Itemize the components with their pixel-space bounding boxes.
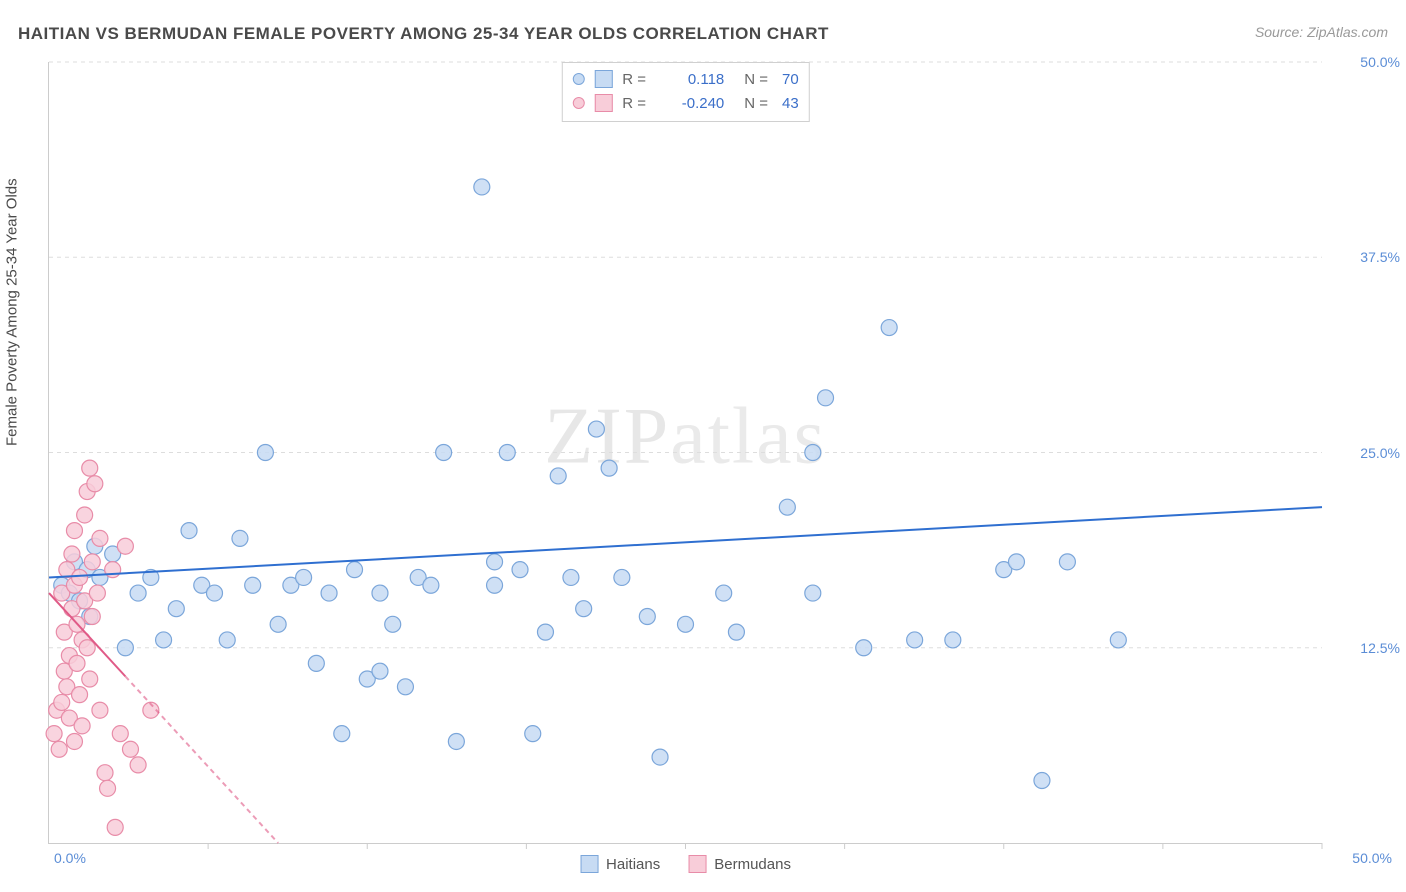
chart-title: HAITIAN VS BERMUDAN FEMALE POVERTY AMONG… (18, 24, 829, 44)
legend-correlation: R = 0.118 N = 70 R = -0.240 N = 43 (561, 62, 809, 122)
legend-series-item: Bermudans (688, 855, 791, 873)
legend-row: R = -0.240 N = 43 (572, 91, 798, 115)
legend-swatch-icon (688, 855, 706, 873)
legend-row: R = 0.118 N = 70 (572, 67, 798, 91)
legend-n-value: 70 (782, 71, 799, 88)
source-label: Source: ZipAtlas.com (1255, 24, 1388, 40)
legend-marker-icon (572, 73, 584, 85)
legend-r-label: R = (622, 95, 654, 112)
y-tick-label: 50.0% (1330, 54, 1400, 70)
y-axis-label: Female Poverty Among 25-34 Year Olds (4, 178, 21, 446)
legend-series-label: Bermudans (714, 856, 791, 873)
y-tick-label: 25.0% (1330, 445, 1400, 461)
legend-r-value: -0.240 (664, 95, 724, 112)
legend-series-item: Haitians (580, 855, 660, 873)
y-tick-label: 12.5% (1330, 640, 1400, 656)
legend-swatch-icon (580, 855, 598, 873)
legend-r-value: 0.118 (664, 71, 724, 88)
legend-r-label: R = (622, 71, 654, 88)
legend-n-value: 43 (782, 95, 799, 112)
legend-series-label: Haitians (606, 856, 660, 873)
legend-swatch-icon (594, 70, 612, 88)
legend-series: Haitians Bermudans (580, 855, 791, 873)
chart-svg (49, 62, 1322, 843)
legend-n-label: N = (744, 95, 768, 112)
plot-area: ZIPatlas R =0.118N =70R =-0.240N =43 Hai… (48, 62, 1322, 844)
y-tick-label: 37.5% (1330, 249, 1400, 265)
xmax-label: 50.0% (1352, 850, 1392, 866)
legend-marker-icon (572, 97, 584, 109)
origin-label: 0.0% (54, 850, 86, 866)
legend-n-label: N = (744, 71, 768, 88)
legend-swatch-icon (594, 94, 612, 112)
